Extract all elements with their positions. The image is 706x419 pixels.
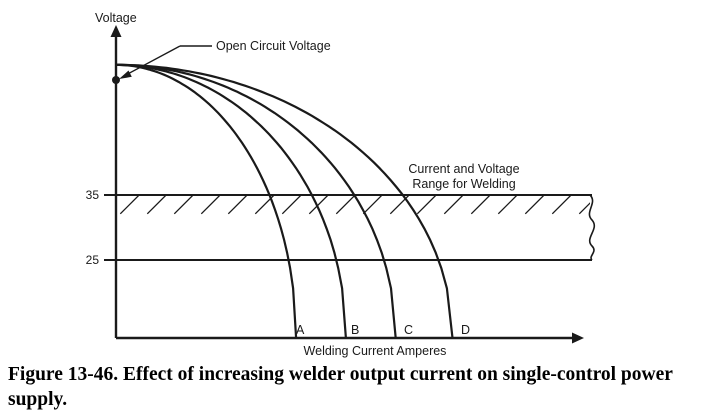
open-circuit-point: [112, 76, 120, 84]
range-label-line2: Range for Welding: [412, 177, 515, 191]
hatch-line: [227, 195, 249, 215]
welding-range-band: [93, 164, 683, 261]
range-label-line1: Current and Voltage: [408, 162, 519, 176]
hatch-line: [551, 195, 573, 215]
output-curves: [115, 63, 454, 339]
x-axis-arrowhead: [572, 332, 584, 344]
hatch-line: [119, 195, 141, 215]
hatch-line: [146, 195, 168, 215]
band-break-edge: [588, 194, 596, 261]
hatch-line: [606, 164, 656, 214]
hatch-line: [524, 195, 546, 215]
hatch-line: [173, 195, 195, 215]
y-axis-arrowhead: [110, 25, 122, 37]
curve-label-a: A: [296, 323, 305, 337]
hatch-line: [362, 195, 384, 215]
open-circuit-leader-diagonal: [123, 45, 181, 77]
hatch-line: [389, 195, 411, 215]
curve-c: [115, 63, 397, 339]
curve-b: [115, 63, 347, 339]
hatch-line: [578, 202, 590, 215]
y-tick-label-25: 25: [86, 253, 100, 267]
hatch-line: [93, 164, 143, 214]
curve-a: [115, 63, 298, 339]
curve-d: [115, 63, 454, 339]
open-circuit-leader-arrowhead: [119, 70, 132, 79]
axes: [104, 25, 584, 344]
hatch-line: [633, 164, 683, 214]
y-axis-label: Voltage: [95, 11, 137, 25]
hatch-line: [416, 195, 438, 215]
hatch-line: [281, 195, 303, 215]
open-circuit-label: Open Circuit Voltage: [216, 39, 331, 53]
figure-caption: Figure 13-46. Effect of increasing welde…: [8, 364, 673, 410]
hatch-line: [470, 195, 492, 215]
y-tick-label-35: 35: [86, 188, 100, 202]
hatch-line: [497, 195, 519, 215]
hatch-line: [200, 195, 222, 215]
hatch-line: [254, 195, 276, 215]
curve-label-c: C: [404, 323, 413, 337]
open-circuit-annotation: Open Circuit Voltage: [112, 39, 331, 84]
curve-label-d: D: [461, 323, 470, 337]
hatch-line: [443, 195, 465, 215]
curve-label-b: B: [351, 323, 359, 337]
x-axis-label: Welding Current Amperes: [304, 344, 447, 358]
hatch-line: [335, 195, 357, 215]
